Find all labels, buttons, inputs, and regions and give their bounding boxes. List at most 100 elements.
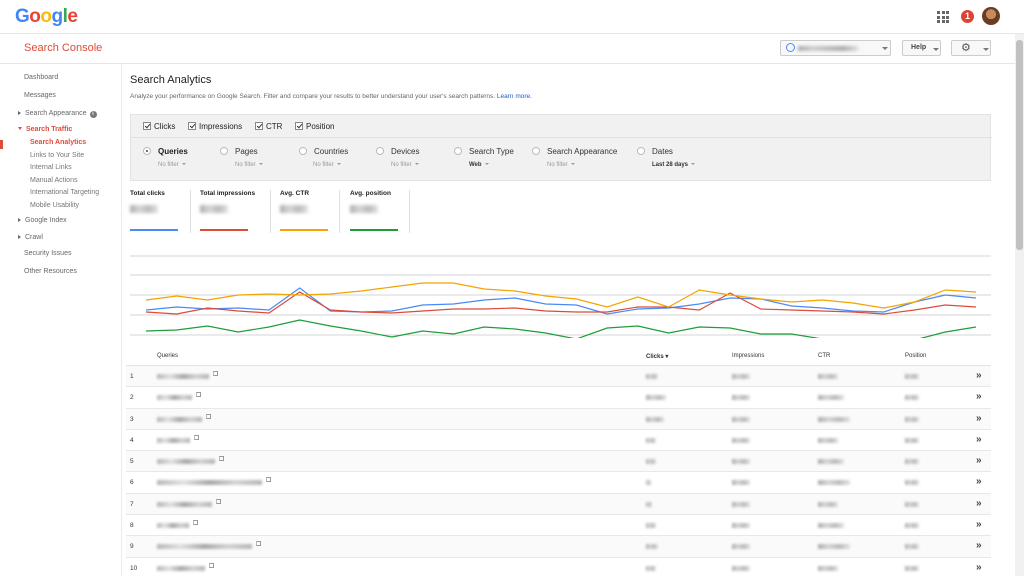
dimension-pages[interactable]: Pages — [220, 147, 258, 156]
search-appearance-filter-dropdown[interactable]: No filter — [547, 162, 575, 168]
external-link-icon[interactable] — [219, 456, 224, 462]
row-detail-chevron[interactable]: » — [976, 433, 982, 445]
table-row[interactable]: 10 » — [126, 558, 991, 576]
ctr-checkbox[interactable]: CTR — [255, 122, 282, 131]
total-impressions-card[interactable]: Total impressions — [200, 190, 271, 233]
external-link-icon[interactable] — [193, 520, 198, 526]
query-text-blurred[interactable] — [157, 459, 215, 465]
table-row[interactable]: 2» — [126, 387, 991, 409]
avg-ctr-card[interactable]: Avg. CTR — [280, 190, 340, 233]
notifications-badge[interactable]: 1 — [961, 10, 974, 23]
row-detail-chevron[interactable]: » — [976, 561, 982, 573]
sidebar-item-security-issues[interactable]: Security Issues — [24, 250, 72, 257]
query-text-blurred[interactable] — [157, 395, 192, 401]
external-link-icon[interactable] — [209, 562, 214, 568]
external-link-icon[interactable] — [194, 434, 199, 440]
performance-chart[interactable] — [130, 254, 991, 338]
series-line[interactable] — [145, 287, 977, 315]
console-title[interactable]: Search Console — [24, 42, 103, 54]
dimension-search-appearance[interactable]: Search Appearance — [532, 147, 617, 156]
table-row[interactable]: 4» — [126, 430, 991, 452]
sidebar-item-google-index[interactable]: Google Index — [18, 217, 67, 224]
sidebar-item-other-resources[interactable]: Other Resources — [24, 268, 77, 275]
query-text-blurred[interactable] — [157, 523, 189, 529]
series-line[interactable] — [145, 319, 977, 338]
row-detail-chevron[interactable]: » — [976, 391, 982, 403]
apps-grid-icon[interactable] — [937, 11, 949, 23]
avatar[interactable] — [982, 7, 1000, 25]
external-link-icon[interactable] — [196, 392, 201, 398]
query-text-blurred[interactable] — [157, 416, 202, 422]
external-link-icon[interactable] — [216, 498, 221, 504]
row-detail-chevron[interactable]: » — [976, 540, 982, 552]
sidebar-item-dashboard[interactable]: Dashboard — [24, 74, 59, 81]
sidebar-item-internal-links[interactable]: Internal Links — [30, 164, 72, 171]
query-text-blurred[interactable] — [157, 437, 190, 443]
table-row[interactable]: 7» — [126, 493, 991, 516]
gear-icon: ⚙ — [961, 42, 971, 54]
dimension-search-type[interactable]: Search Type — [454, 147, 514, 156]
external-link-icon[interactable] — [266, 477, 271, 483]
column-header-ctr[interactable]: CTR — [818, 353, 831, 359]
column-header-impressions[interactable]: Impressions — [732, 353, 765, 359]
total-clicks-card[interactable]: Total clicks — [130, 190, 191, 233]
row-detail-chevron[interactable]: » — [976, 476, 982, 488]
row-detail-chevron[interactable]: » — [976, 412, 982, 424]
clicks-checkbox[interactable]: Clicks — [143, 122, 175, 131]
queries-filter-dropdown[interactable]: No filter — [158, 162, 186, 168]
query-text-blurred[interactable] — [157, 374, 209, 379]
site-selector[interactable] — [780, 40, 891, 56]
devices-filter-dropdown[interactable]: No filter — [391, 162, 419, 168]
sidebar-item-messages[interactable]: Messages — [24, 92, 56, 99]
info-icon[interactable]: i — [89, 111, 97, 118]
dimension-dates[interactable]: Dates — [637, 147, 673, 156]
sidebar-item-links-to-your-site[interactable]: Links to Your Site — [30, 152, 85, 159]
table-row[interactable]: 9» — [126, 536, 991, 558]
search-type-dropdown[interactable]: Web — [469, 162, 489, 168]
query-text-blurred[interactable] — [157, 544, 252, 550]
google-logo[interactable]: Google — [15, 6, 78, 28]
sidebar-item-crawl[interactable]: Crawl — [18, 234, 43, 241]
scrollbar-thumb[interactable] — [1016, 40, 1023, 250]
query-text-blurred[interactable] — [157, 565, 205, 571]
column-header-queries[interactable]: Queries — [157, 353, 179, 359]
sidebar-item-manual-actions[interactable]: Manual Actions — [30, 177, 78, 184]
row-detail-chevron[interactable]: » — [976, 455, 982, 467]
countries-filter-dropdown[interactable]: No filter — [313, 162, 341, 168]
row-detail-chevron[interactable]: » — [976, 497, 982, 509]
external-link-icon[interactable] — [206, 413, 211, 419]
external-link-icon[interactable] — [213, 371, 218, 376]
query-text-blurred[interactable] — [157, 480, 262, 486]
sidebar-item-search-analytics[interactable]: Search Analytics — [30, 139, 87, 146]
impressions-checkbox[interactable]: Impressions — [188, 122, 242, 131]
dimension-countries[interactable]: Countries — [299, 147, 348, 156]
avg-position-card[interactable]: Avg. position — [350, 190, 410, 233]
help-button[interactable]: Help — [902, 40, 941, 56]
position-checkbox[interactable]: Position — [295, 122, 334, 131]
scrollbar[interactable] — [1015, 34, 1024, 576]
query-text-blurred[interactable] — [157, 501, 212, 507]
row-detail-chevron[interactable]: » — [976, 370, 982, 381]
table-row[interactable]: 3» — [126, 408, 991, 430]
external-link-icon[interactable] — [256, 541, 261, 547]
sidebar-item-mobile-usability[interactable]: Mobile Usability — [30, 202, 80, 209]
table-row[interactable]: 8» — [126, 515, 991, 537]
sidebar-item-search-traffic[interactable]: Search Traffic — [18, 126, 72, 133]
row-detail-chevron[interactable]: » — [976, 519, 982, 531]
settings-button[interactable]: ⚙ — [951, 40, 991, 56]
table-row[interactable]: 6» — [126, 472, 991, 494]
dates-dropdown[interactable]: Last 28 days — [652, 162, 696, 168]
series-line[interactable] — [145, 291, 977, 315]
dimension-queries[interactable]: Queries — [143, 147, 188, 156]
sidebar-item-international-targeting[interactable]: International Targeting — [30, 189, 100, 196]
dimension-devices[interactable]: Devices — [376, 147, 419, 156]
pages-filter-dropdown[interactable]: No filter — [235, 162, 263, 168]
learn-more-link[interactable]: Learn more. — [496, 93, 532, 100]
column-header-position[interactable]: Position — [905, 353, 927, 359]
checkbox-checked-icon — [295, 122, 303, 130]
table-row[interactable]: 5» — [126, 451, 991, 473]
sidebar-item-search-appearance[interactable]: Search Appearance i — [18, 110, 97, 118]
column-header-clicks[interactable]: Clicks ▾ — [646, 354, 669, 360]
series-line[interactable] — [145, 282, 977, 309]
table-row[interactable]: 1» — [126, 366, 991, 388]
